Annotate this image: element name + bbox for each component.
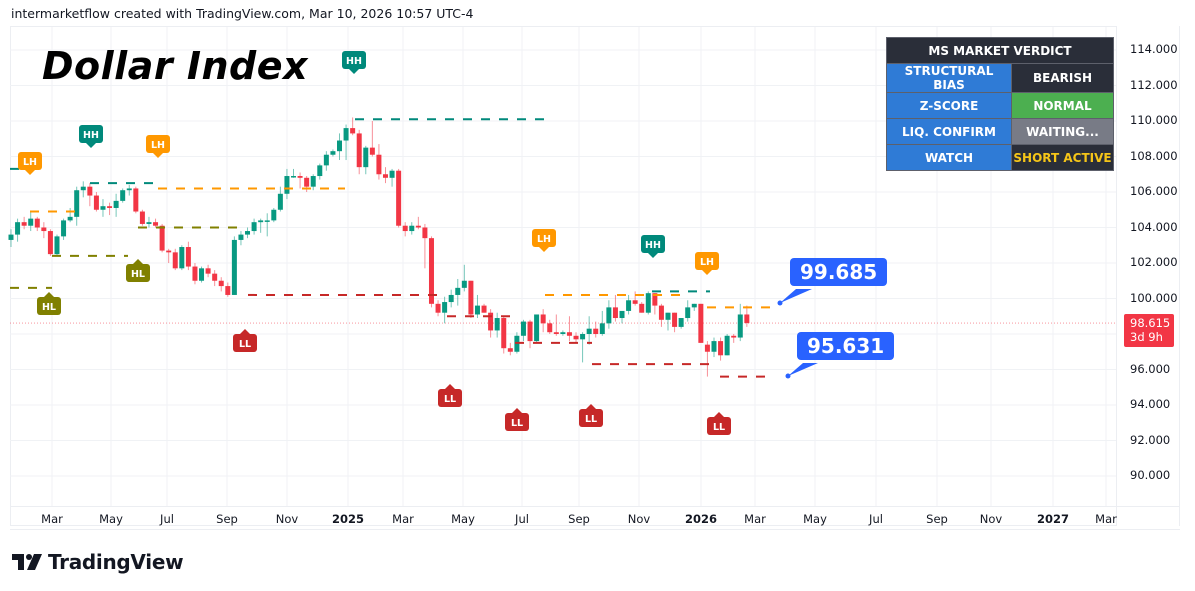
z-score-label: Z-SCORE: [886, 92, 1012, 119]
watch-label: WATCH: [886, 144, 1012, 171]
time-tick: Mar: [1095, 512, 1117, 526]
price-callout-upper[interactable]: 99.685: [790, 258, 888, 286]
time-tick: May: [803, 512, 827, 526]
ll-marker: LL: [579, 404, 603, 427]
svg-text:HL: HL: [131, 269, 145, 280]
verdict-table: MS MARKET VERDICT STRUCTURAL BIAS BEARIS…: [886, 37, 1114, 171]
svg-text:LH: LH: [151, 140, 165, 151]
ll-marker: LL: [707, 412, 731, 435]
time-tick: Jul: [869, 512, 883, 526]
last-price-value: 98.615: [1130, 316, 1171, 330]
price-tick: 106.000: [1130, 184, 1178, 198]
price-tick: 92.000: [1130, 432, 1171, 447]
price-axis[interactable]: [1116, 26, 1180, 526]
bar-countdown: 3d 9h: [1130, 330, 1163, 344]
structural-bias-label: STRUCTURAL BIAS: [886, 63, 1012, 93]
price-tick: 90.000: [1130, 468, 1171, 482]
time-tick: Sep: [568, 512, 590, 526]
ll-marker: LL: [438, 384, 462, 407]
time-tick: Nov: [627, 512, 651, 526]
time-tick: 2025: [331, 512, 365, 526]
time-tick: Jul: [515, 512, 529, 526]
time-tick: Mar: [41, 512, 63, 526]
price-tick: 104.000: [1130, 219, 1178, 234]
ll-marker: LL: [233, 329, 257, 352]
price-tick: 96.000: [1130, 361, 1171, 376]
tradingview-logo[interactable]: TradingView: [12, 550, 184, 574]
tradingview-logo-icon: [12, 554, 42, 570]
last-price-badge: 98.615 3d 9h: [1124, 314, 1174, 347]
lh-marker: LH: [146, 135, 170, 158]
svg-text:HL: HL: [42, 302, 56, 313]
price-callout-lower[interactable]: 95.631: [797, 332, 895, 360]
hl-marker: HL: [126, 259, 150, 282]
time-tick: Sep: [926, 512, 948, 526]
tradingview-logo-text: TradingView: [48, 550, 184, 574]
chart-title: Dollar Index: [42, 44, 308, 88]
z-score-value: NORMAL: [1011, 92, 1114, 119]
price-tick: 100.000: [1130, 290, 1178, 305]
hh-marker: HH: [342, 51, 366, 74]
time-tick: Nov: [275, 512, 299, 526]
price-tick: 94.000: [1130, 397, 1171, 411]
time-tick: Nov: [979, 512, 1003, 526]
svg-text:LL: LL: [585, 414, 597, 425]
hh-marker: HH: [641, 235, 665, 258]
svg-text:LH: LH: [23, 157, 37, 168]
svg-text:LL: LL: [239, 339, 251, 350]
time-tick: Sep: [216, 512, 238, 526]
verdict-header: MS MARKET VERDICT: [886, 37, 1114, 64]
svg-text:HH: HH: [346, 56, 362, 67]
price-tick: 102.000: [1130, 255, 1178, 269]
structural-bias-value: BEARISH: [1011, 63, 1114, 93]
price-tick: 108.000: [1130, 148, 1178, 163]
svg-text:LL: LL: [444, 394, 456, 405]
time-tick: Jul: [160, 512, 174, 526]
hl-marker: HL: [37, 292, 61, 315]
lh-marker: LH: [532, 229, 556, 252]
price-tick: 114.000: [1130, 42, 1178, 56]
lh-marker: LH: [695, 252, 719, 275]
svg-text:LH: LH: [700, 257, 714, 268]
attribution-text: intermarketflow created with TradingView…: [11, 6, 474, 21]
svg-text:LL: LL: [713, 422, 725, 433]
svg-text:LL: LL: [511, 418, 523, 429]
watch-value: SHORT ACTIVE: [1011, 144, 1114, 171]
hh-marker: HH: [79, 125, 103, 148]
time-tick: May: [99, 512, 123, 526]
time-axis[interactable]: [10, 506, 1180, 530]
price-tick: 110.000: [1130, 113, 1178, 127]
liq-confirm-label: LIQ. CONFIRM: [886, 118, 1012, 145]
time-tick: Mar: [392, 512, 414, 526]
price-tick: 112.000: [1130, 77, 1178, 92]
time-tick: 2027: [1036, 512, 1070, 526]
time-tick: 2026: [684, 512, 718, 526]
time-tick: Mar: [744, 512, 766, 526]
svg-text:LH: LH: [537, 234, 551, 245]
time-tick: May: [451, 512, 475, 526]
liq-confirm-value: WAITING...: [1011, 118, 1114, 145]
ll-marker: LL: [505, 408, 529, 431]
svg-text:HH: HH: [83, 130, 99, 141]
lh-marker: LH: [18, 152, 42, 175]
chart-pane[interactable]: [10, 26, 1116, 526]
svg-text:HH: HH: [645, 240, 661, 251]
